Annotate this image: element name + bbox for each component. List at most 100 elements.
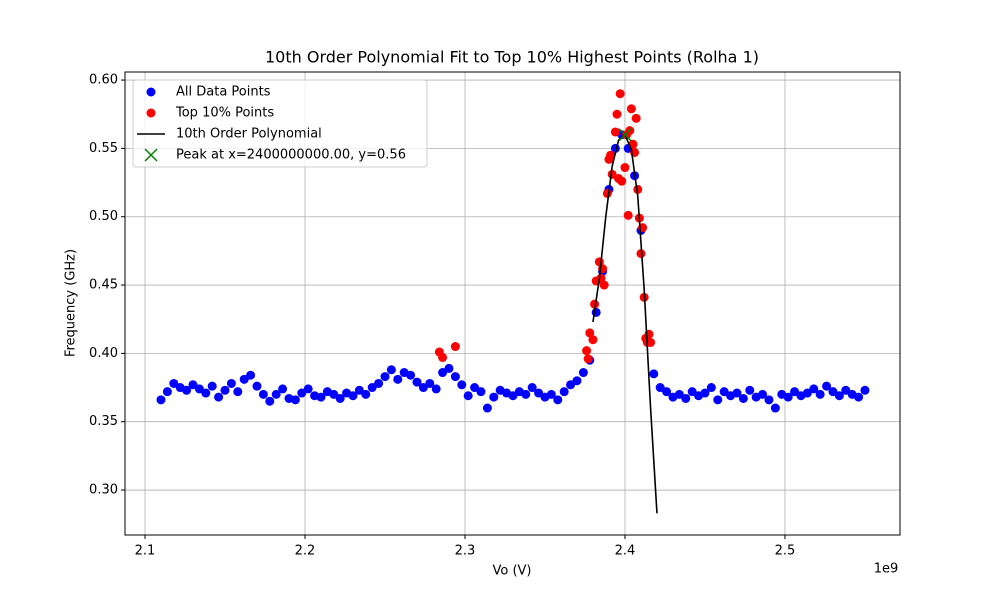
data-point [612,109,622,119]
data-point [719,387,729,397]
data-point [214,392,224,402]
data-point [758,389,768,399]
data-point [860,385,870,395]
data-point [606,150,616,160]
data-point [582,346,592,356]
data-point [590,299,600,309]
data-point [615,89,625,99]
data-point [623,210,633,220]
data-point [578,368,588,378]
x-offset-label: 1e9 [874,562,899,577]
data-point [393,374,403,384]
data-point [834,391,844,401]
data-point [258,389,268,399]
data-point [188,380,198,390]
data-point [572,376,582,386]
data-point [674,389,684,399]
data-point [194,384,204,394]
data-point [354,385,364,395]
data-point [278,384,288,394]
y-tick-label: 0.60 [89,73,118,88]
legend-item: Peak at x=2400000000.00, y=0.56 [144,148,406,163]
data-point [361,389,371,399]
data-point [546,389,556,399]
data-point [745,385,755,395]
data-point [602,188,612,198]
data-point [329,389,339,399]
legend-label: 10th Order Polynomial [176,127,322,142]
chart-title: 10th Order Polynomial Fit to Top 10% Hig… [265,48,759,67]
data-point [201,388,211,398]
data-point [406,370,416,380]
data-point [182,385,192,395]
y-tick-label: 0.50 [89,209,118,224]
data-point [482,403,492,413]
data-point [583,354,593,364]
data-point [588,335,598,345]
data-point [809,384,819,394]
y-tick-label: 0.35 [89,414,118,429]
data-point [764,395,774,405]
data-point [607,169,617,179]
data-point [239,374,249,384]
legend-item: All Data Points [146,85,271,100]
data-point [425,378,435,388]
data-point [770,403,780,413]
data-point [655,383,665,393]
plot-frame [124,71,901,536]
data-point [265,396,275,406]
data-point [380,372,390,382]
data-point [290,395,300,405]
data-point [450,342,460,352]
data-point [841,385,851,395]
data-point [790,387,800,397]
data-point [271,389,281,399]
data-point [220,385,230,395]
data-point [386,365,396,375]
x-tick-label: 2.5 [775,544,796,559]
data-point [335,393,345,403]
data-point [438,368,448,378]
data-point [348,391,358,401]
data-point [620,163,630,173]
x-tick-label: 2.4 [615,544,636,559]
data-point [591,307,601,317]
legend-marker [146,108,156,118]
y-tick-label: 0.55 [89,141,118,156]
data-point [700,388,710,398]
data-point [489,392,499,402]
data-point [438,352,448,362]
data-point [470,383,480,393]
data-point [207,381,217,391]
y-axis-label: Frequency (GHz) [64,249,79,357]
data-point [252,381,262,391]
legend-marker [146,87,156,97]
data-point [303,384,313,394]
legend-label: Top 10% Points [175,106,274,121]
data-point [374,378,384,388]
data-point [162,387,172,397]
data-point [610,127,620,137]
y-tick-label: 0.45 [89,278,118,293]
data-point [156,395,166,405]
data-point [566,380,576,390]
x-axis-label: Vo (V) [492,564,531,579]
legend-item: 10th Order Polynomial [137,127,322,142]
data-point [617,176,627,186]
data-point [585,328,595,338]
data-point [444,363,454,373]
data-point [815,389,825,399]
data-point [457,380,467,390]
legend-item: Top 10% Points [146,106,274,121]
data-point [463,391,473,401]
data-point [633,184,643,194]
legend-box [132,79,428,168]
data-point [418,383,428,393]
data-point [534,388,544,398]
data-point [316,392,326,402]
data-point [226,378,236,388]
data-point [687,387,697,397]
data-point [681,393,691,403]
data-point [854,392,864,402]
